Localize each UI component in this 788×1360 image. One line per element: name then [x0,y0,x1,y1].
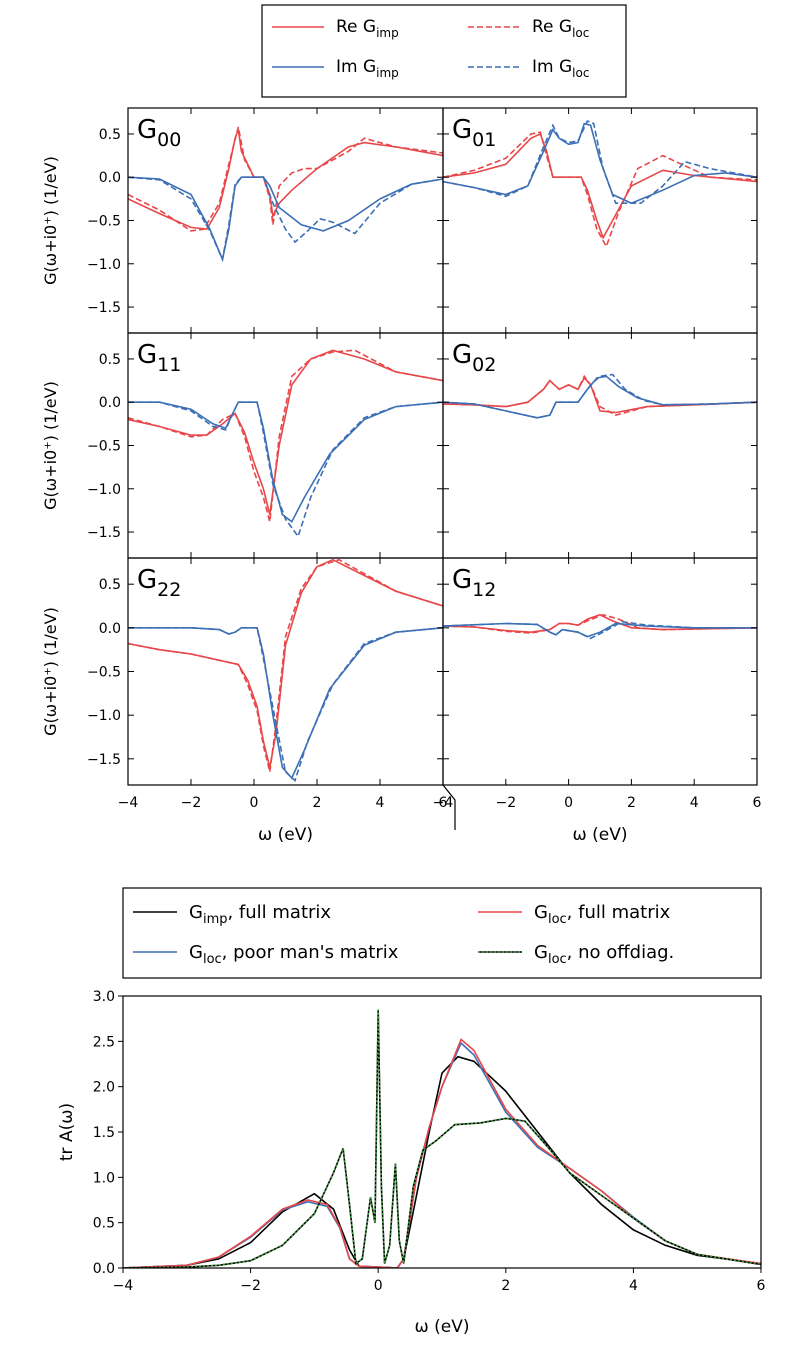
series-line [443,373,757,419]
y-tick-label: 3.0 [93,989,115,1005]
x-tick-label: 2 [313,795,322,811]
series-line [123,1055,761,1268]
x-tick-label: 4 [629,1278,638,1294]
y-axis-label: G(ω+i0⁺) (1/eV) [41,156,60,285]
series-line [128,349,443,522]
y-tick-label: 0.0 [99,621,121,637]
x-tick-label: −2 [181,795,202,811]
y-tick-label: 0.0 [99,395,121,411]
series-line [443,620,757,640]
x-tick-label: 0 [564,795,573,811]
x-tick-label: 0 [250,795,259,811]
bottom-legend: Gimp, full matrix Gloc, full matrix Gloc, … [122,887,762,979]
y-tick-label: −1.0 [87,257,121,273]
panel-G00: 0.5 0.0 −0.5 −1.0 −1.5 G00 [87,107,444,334]
x-tick-label: −4 [433,795,454,811]
x-tick-label: 6 [439,795,448,811]
plot-frame [122,995,762,1269]
x-tick-label: −2 [495,795,516,811]
series-line [128,176,443,263]
panel-G01: G01 [442,107,758,334]
x-tick-label: −2 [240,1278,261,1294]
y-axis-label: tr A(ω) [57,1103,77,1161]
panel-grid: 0.5 0.0 −0.5 −1.0 −1.5 G00 G01 0.5 0.0 −0.5 −1.0 −1… [87,107,762,811]
x-tick-label: 0 [374,1278,383,1294]
series-line [128,401,443,523]
y-tick-label: 2.5 [93,1034,115,1050]
series-line [443,119,757,204]
legend-label: Gloc, full matrix [534,902,671,927]
y-tick-label: 1.0 [93,1170,115,1186]
x-tick-label: 6 [753,795,762,811]
series-line [443,613,757,634]
x-axis-label: ω (eV) [415,1317,470,1337]
top-legend: Re Gimp Re Gloc Im Gimp Im Gloc [261,4,627,98]
y-tick-label: 0.5 [99,352,121,368]
y-tick-label: 0.5 [99,127,121,143]
panel-G12: −4 −2 0 2 4 6 G12 [433,557,762,811]
y-tick-label: −1.5 [87,300,121,316]
axis-break-mark [442,784,456,830]
y-tick-label: −0.5 [87,665,121,681]
legend-box [261,4,627,98]
y-tick-label: −1.5 [87,752,121,768]
series-line [123,1009,761,1268]
series-line [443,131,757,249]
y-tick-label: 0.5 [93,1216,115,1232]
panel-label: G00 [137,115,181,151]
panel-label: G02 [452,340,496,376]
x-tick-label: −4 [113,1278,134,1294]
panel-G02: G02 [442,332,758,559]
y-tick-label: 0.0 [99,170,121,186]
y-tick-label: −1.0 [87,708,121,724]
y-tick-label: −1.5 [87,525,121,541]
series-line [443,613,757,634]
legend-label: Im Gimp [336,57,399,80]
x-tick-label: 2 [501,1278,510,1294]
series-line-underlay [123,1009,761,1268]
panel-label: G11 [137,340,181,376]
legend-label: Re Gimp [336,17,399,40]
y-tick-label: −0.5 [87,439,121,455]
x-tick-label: −4 [118,795,139,811]
y-tick-label: 0.5 [99,577,121,593]
panel-G22: 0.5 0.0 −0.5 −1.0 −1.5 −4 −2 0 2 4 6 G22 [87,557,448,811]
legend-box [122,887,762,979]
x-tick-label: 6 [757,1278,766,1294]
legend-label: Im Gloc [532,57,589,80]
series-line [443,374,757,417]
series-line [128,126,443,232]
legend-label: Gloc, poor man's matrix [189,942,399,967]
y-tick-label: −1.0 [87,482,121,498]
y-tick-label: 0.0 [93,1261,115,1277]
top-axis-labels: G(ω+i0⁺) (1/eV) G(ω+i0⁺) (1/eV) G(ω+i0⁺) (… [41,156,628,845]
legend-label: Re Gloc [532,17,589,40]
panel-label: G22 [137,565,181,601]
series-line [128,401,443,539]
panel-label: G12 [452,565,496,601]
x-tick-label: 2 [627,795,636,811]
legend-label: Gimp, full matrix [189,902,331,927]
y-tick-label: 1.5 [93,1125,115,1141]
y-tick-label: 2.0 [93,1080,115,1096]
series-line [443,622,757,638]
x-tick-label: 4 [690,795,699,811]
y-tick-label: −0.5 [87,214,121,230]
panel-G11: 0.5 0.0 −0.5 −1.0 −1.5 G11 [87,332,444,559]
series-line [128,558,443,773]
x-tick-label: 4 [376,795,385,811]
trace-plot: 0.0 0.5 1.0 1.5 2.0 2.5 3.0 −4 −2 0 2 4 6 ω (eV) tr A(… [57,989,766,1337]
y-axis-label: G(ω+i0⁺) (1/eV) [41,381,60,510]
x-axis-label: ω (eV) [573,825,628,845]
y-axis-label: G(ω+i0⁺) (1/eV) [41,607,60,736]
legend-label: Gloc, no offdiag. [534,942,674,967]
x-axis-label: ω (eV) [258,825,313,845]
panel-label: G01 [452,115,496,151]
